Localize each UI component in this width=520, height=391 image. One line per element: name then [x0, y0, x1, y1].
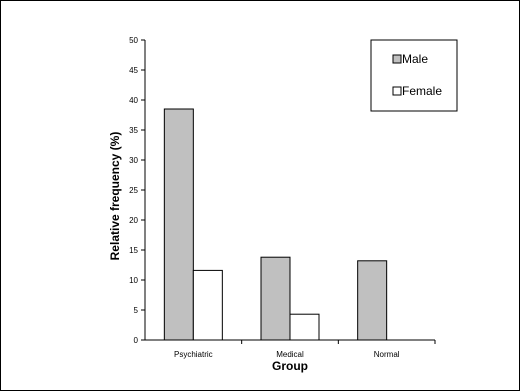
y-tick-label: 30: [129, 156, 138, 165]
bars: [163, 108, 388, 341]
bar-male-medical: [260, 256, 291, 341]
y-tick-label: 40: [129, 96, 138, 105]
y-axis-title: Relative frequency (%): [108, 132, 122, 261]
y-tick-label: 15: [129, 246, 138, 255]
x-axis-title: Group: [272, 359, 308, 373]
x-category-label: Medical: [276, 350, 304, 359]
x-category-label: Psychiatric: [174, 350, 213, 359]
y-tick-label: 10: [129, 276, 138, 285]
legend: Male Female: [370, 39, 458, 112]
y-tick-label: 50: [129, 36, 138, 45]
legend-swatch-female: [392, 86, 402, 96]
bar-female-psychiatric: [192, 269, 223, 341]
y-tick-label: 45: [129, 66, 138, 75]
bar-male-normal: [357, 260, 388, 341]
y-tick-label: 25: [129, 186, 138, 195]
bar-female-medical: [289, 313, 320, 341]
legend-label-male: Male: [402, 52, 428, 66]
bar-male-psychiatric: [163, 108, 194, 341]
legend-box: [370, 39, 458, 112]
y-axis-ticks: 0 5 10 15 20 25 30 35 40 45 50: [129, 36, 145, 345]
legend-swatch-male: [392, 54, 402, 64]
y-tick-label: 35: [129, 126, 138, 135]
x-axis-categories: Psychiatric Medical Normal: [174, 340, 436, 359]
y-tick-label: 20: [129, 216, 138, 225]
x-category-label: Normal: [374, 350, 400, 359]
y-tick-label: 5: [134, 306, 139, 315]
legend-label-female: Female: [402, 84, 442, 98]
y-tick-label: 0: [134, 336, 139, 345]
